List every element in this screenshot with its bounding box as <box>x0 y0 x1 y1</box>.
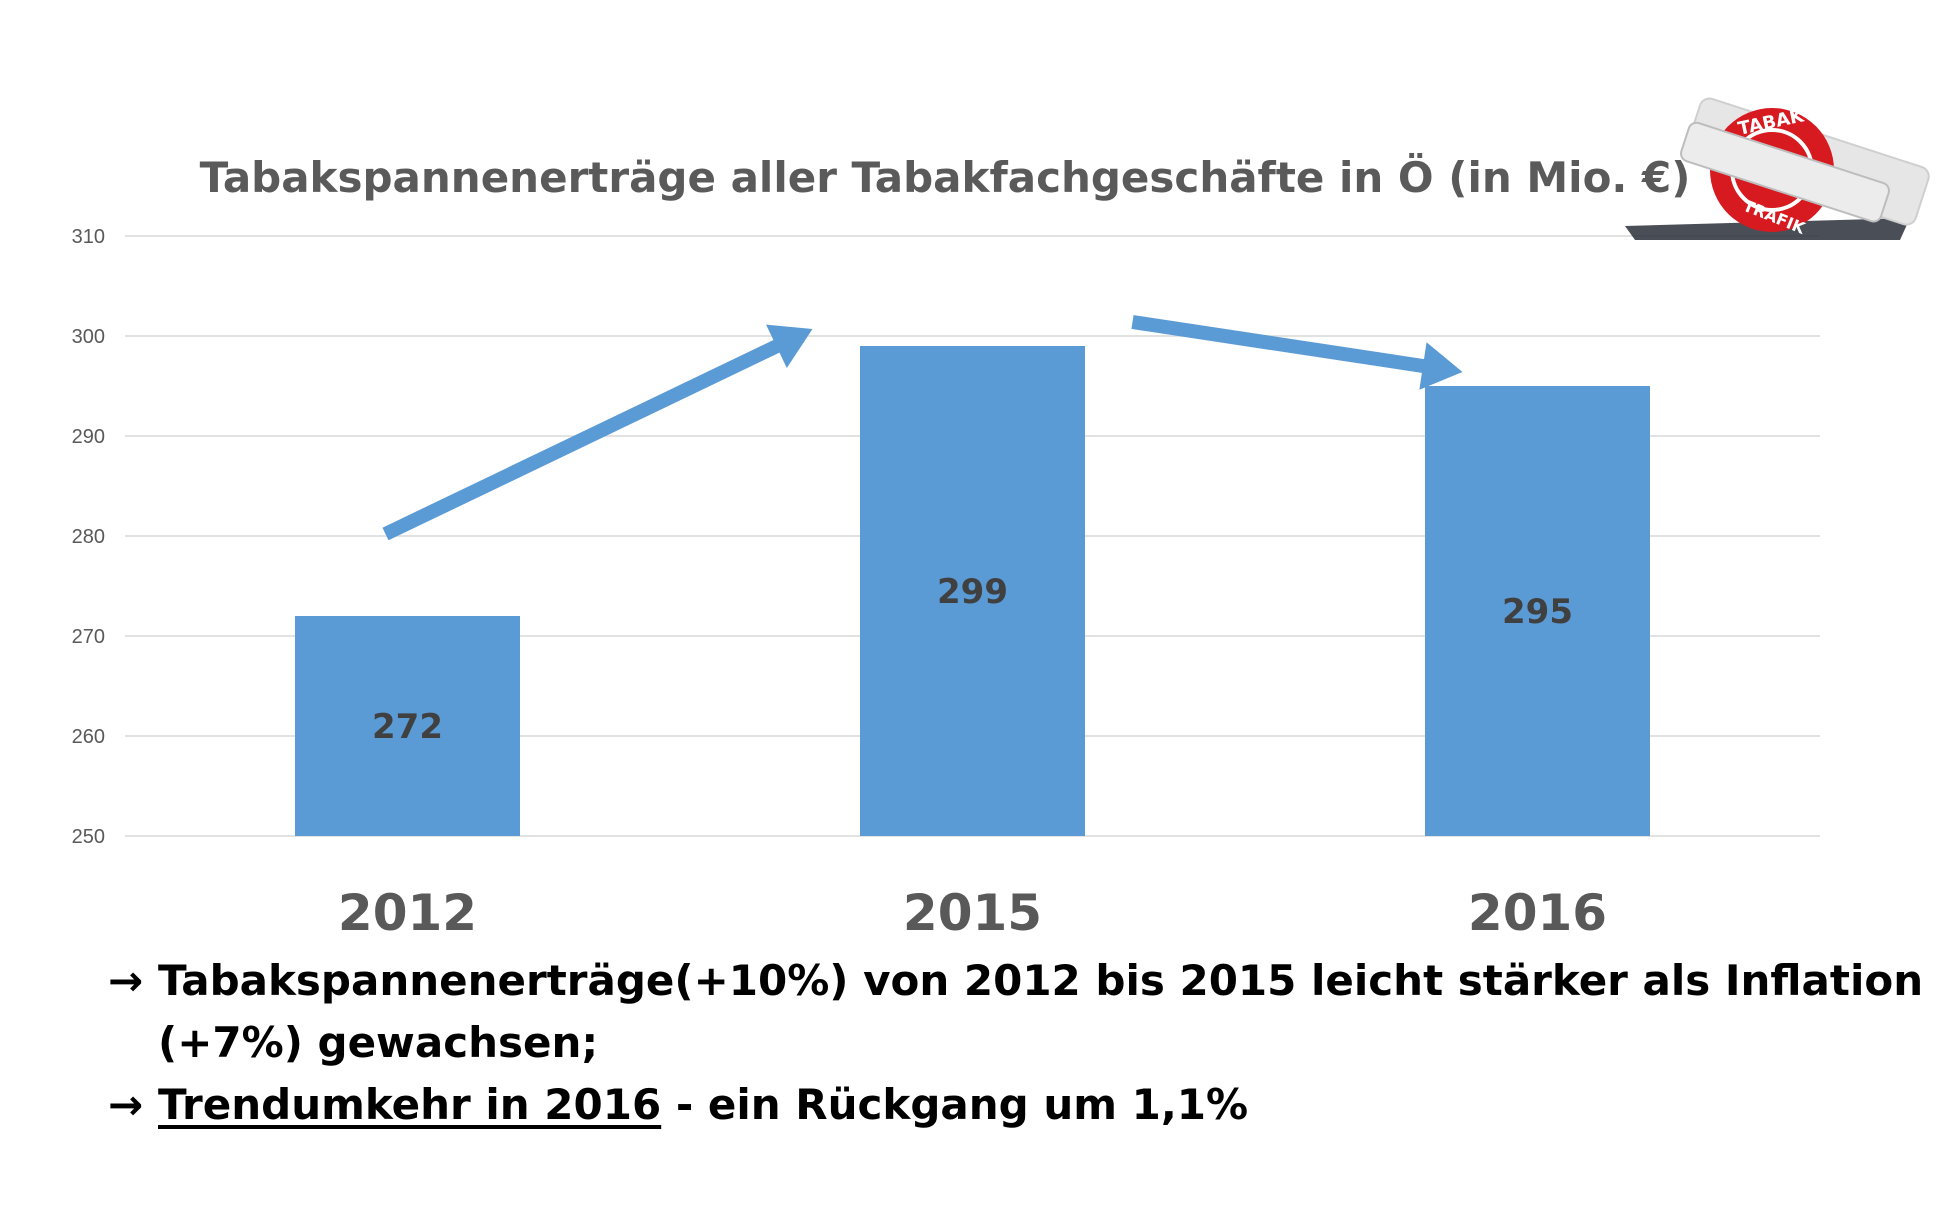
x-axis-ticks: 2012 2015 2016 <box>338 884 1607 940</box>
y-tick-label: 260 <box>72 726 105 748</box>
trend-arrow <box>1131 315 1463 390</box>
y-tick-label: 310 <box>72 226 105 248</box>
bar-chart: Tabakspannenerträge aller Tabakfachgesch… <box>72 97 1930 940</box>
note-1-text: Tabakspannenerträge(+10%) von 2012 bis 2… <box>158 956 1924 1067</box>
y-tick-label: 270 <box>72 626 105 648</box>
y-tick-label: 250 <box>72 826 105 848</box>
right-arrow-icon: → <box>108 956 144 1005</box>
bar <box>860 346 1085 836</box>
trend-arrows <box>382 315 1463 541</box>
x-tick-label: 2012 <box>338 884 477 940</box>
data-label: 299 <box>937 572 1008 612</box>
bars <box>295 346 1650 836</box>
note-2-underlined: Trendumkehr in 2016 <box>158 1080 662 1129</box>
y-tick-label: 290 <box>72 426 105 448</box>
y-tick-label: 280 <box>72 526 105 548</box>
tabak-trafik-logo: TABAK TRAFIK <box>1625 97 1930 240</box>
x-tick-label: 2016 <box>1468 884 1607 940</box>
bar <box>1425 386 1650 836</box>
right-arrow-icon: → <box>108 1080 144 1129</box>
y-tick-label: 300 <box>72 326 105 348</box>
data-label: 272 <box>372 707 443 747</box>
note-2-rest: - ein Rückgang um 1,1% <box>661 1080 1249 1129</box>
trend-arrow <box>382 324 813 541</box>
y-axis-ticks: 250 260 270 280 290 300 310 <box>72 226 105 848</box>
bar <box>295 616 520 836</box>
notes: → Tabakspannenerträge(+10%) von 2012 bis… <box>108 950 1928 1136</box>
note-2: → Trendumkehr in 2016 - ein Rückgang um … <box>108 1074 1928 1136</box>
data-labels: 272 299 295 <box>372 572 1573 747</box>
note-1: → Tabakspannenerträge(+10%) von 2012 bis… <box>108 950 1928 1074</box>
note-2-text: Trendumkehr in 2016 - ein Rückgang um 1,… <box>158 1074 1928 1136</box>
data-label: 295 <box>1502 592 1573 632</box>
x-tick-label: 2015 <box>903 884 1042 940</box>
chart-title: Tabakspannenerträge aller Tabakfachgesch… <box>200 152 1691 202</box>
